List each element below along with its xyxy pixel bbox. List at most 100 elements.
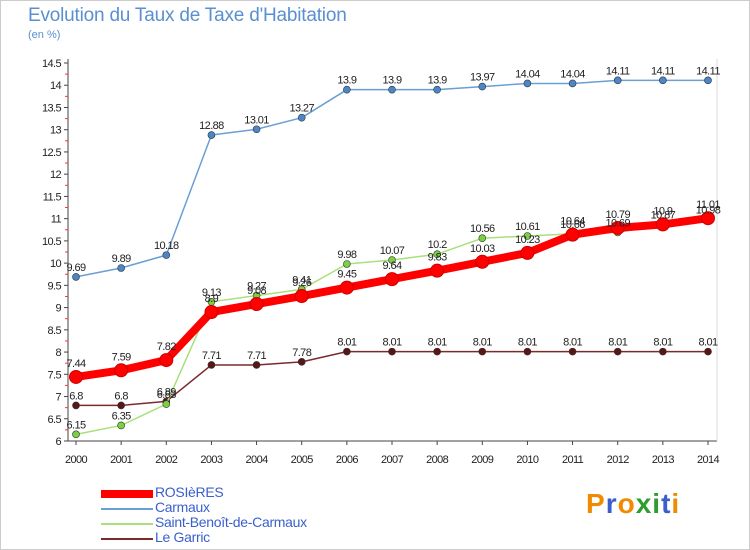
- x-tick-label: 2000: [65, 454, 88, 466]
- data-label-carmaux: 10.18: [154, 240, 179, 252]
- legend-swatch-carmaux: [101, 507, 153, 510]
- series-point-carmaux: [613, 76, 622, 85]
- data-label-carmaux: 13.97: [470, 72, 495, 84]
- data-label-le-garric: 8.01: [518, 337, 537, 349]
- y-tick-label: 9: [55, 303, 61, 315]
- data-label-carmaux: 12.88: [199, 120, 224, 132]
- series-point-carmaux: [252, 125, 261, 134]
- y-tick-label: 6: [55, 436, 61, 448]
- data-label-rosieres: 7.82: [157, 341, 176, 353]
- data-label-saint-benoit: 6.35: [112, 410, 131, 422]
- series-point-rosieres: [520, 245, 535, 260]
- data-label-rosieres: 11.01: [696, 199, 720, 211]
- series-point-saint-benoit: [478, 234, 487, 243]
- data-label-rosieres: 9.83: [428, 252, 447, 264]
- x-tick-label: 2014: [697, 454, 720, 466]
- series-point-carmaux: [478, 82, 487, 91]
- data-label-saint-benoit: 10.69: [605, 217, 630, 229]
- y-tick-label: 10.5: [42, 236, 61, 248]
- data-label-le-garric: 8.01: [608, 337, 627, 349]
- data-label-rosieres: 8.9: [205, 293, 219, 305]
- data-label-rosieres: 10.9: [653, 205, 672, 217]
- series-point-le-garric: [659, 347, 667, 356]
- series-point-le-garric: [343, 347, 351, 356]
- legend-label-le-garric: Le Garric: [155, 529, 210, 545]
- data-label-saint-benoit: 10.98: [696, 205, 721, 217]
- series-point-rosieres: [701, 211, 715, 226]
- x-tick-label: 2008: [426, 454, 449, 466]
- y-tick-label: 14.5: [42, 58, 61, 70]
- series-point-le-garric: [704, 347, 712, 356]
- series-point-carmaux: [433, 85, 441, 94]
- x-tick-label: 2009: [471, 454, 494, 466]
- chart-title: Evolution du Taux de Taxe d'Habitation: [28, 5, 347, 26]
- x-tick-label: 2005: [291, 454, 314, 466]
- data-label-saint-benoit: 6.15: [66, 419, 85, 431]
- data-label-le-garric: 8.01: [563, 337, 582, 349]
- watermark-letter: i: [671, 488, 681, 519]
- series-point-carmaux: [388, 85, 396, 94]
- y-tick-label: 13: [50, 125, 62, 137]
- data-label-rosieres: 10.64: [560, 216, 585, 228]
- data-label-le-garric: 6.8: [69, 390, 83, 402]
- series-point-carmaux: [117, 264, 125, 272]
- series-point-rosieres: [339, 280, 354, 295]
- series-point-carmaux: [659, 76, 667, 85]
- data-label-carmaux: 13.9: [382, 75, 401, 87]
- data-label-carmaux: 13.9: [337, 75, 356, 87]
- data-label-saint-benoit: 10.66: [560, 219, 585, 231]
- series-point-rosieres: [159, 353, 174, 368]
- watermark-letter: x: [635, 488, 653, 519]
- series-point-carmaux: [207, 131, 216, 139]
- data-label-carmaux: 13.27: [289, 103, 314, 115]
- series-point-rosieres: [430, 263, 445, 278]
- data-label-rosieres: 9.64: [382, 260, 401, 272]
- series-point-le-garric: [478, 347, 487, 356]
- series-point-le-garric: [388, 347, 396, 356]
- x-tick-label: 2012: [607, 454, 630, 466]
- data-label-le-garric: 7.71: [202, 350, 221, 362]
- series-point-rosieres: [385, 272, 399, 287]
- data-label-saint-benoit: 9.13: [202, 287, 221, 299]
- y-tick-label: 14: [50, 80, 62, 92]
- data-label-carmaux: 9.89: [112, 253, 131, 265]
- x-tick-label: 2001: [110, 454, 133, 466]
- data-label-saint-benoit: 10.61: [515, 221, 540, 233]
- watermark-letter: i: [652, 488, 662, 519]
- x-tick-label: 2010: [516, 454, 539, 466]
- data-label-le-garric: 8.01: [337, 337, 356, 349]
- series-point-carmaux: [704, 76, 712, 85]
- series-point-rosieres: [69, 369, 83, 384]
- data-label-rosieres: 9.26: [292, 277, 311, 289]
- y-tick-label: 11.5: [43, 191, 62, 203]
- series-point-rosieres: [565, 227, 580, 242]
- data-label-saint-benoit: 9.98: [337, 249, 356, 261]
- series-point-saint-benoit: [72, 430, 80, 439]
- data-label-le-garric: 8.01: [382, 337, 401, 349]
- y-tick-label: 11: [51, 214, 62, 226]
- data-label-rosieres: 7.59: [112, 351, 131, 363]
- series-point-le-garric: [297, 358, 306, 366]
- y-tick-label: 12: [50, 169, 62, 181]
- x-tick-label: 2002: [155, 454, 178, 466]
- watermark-letter: r: [605, 488, 618, 519]
- legend-label-saint-benoit: Saint-Benoît-de-Carmaux: [155, 514, 307, 530]
- series-point-saint-benoit: [117, 421, 125, 430]
- series-point-rosieres: [475, 254, 490, 269]
- x-tick-label: 2013: [652, 454, 675, 466]
- data-label-rosieres: 7.44: [66, 358, 85, 370]
- legend-label-carmaux: Carmaux: [155, 499, 210, 515]
- y-tick-label: 6.5: [48, 414, 62, 426]
- data-label-carmaux: 14.04: [515, 68, 540, 80]
- series-point-rosieres: [610, 220, 625, 235]
- data-label-le-garric: 6.89: [157, 386, 176, 398]
- series-point-rosieres: [655, 217, 670, 232]
- data-label-rosieres: 10.23: [515, 234, 540, 246]
- data-label-le-garric: 6.8: [114, 390, 128, 402]
- data-label-saint-benoit: 9.41: [292, 274, 311, 286]
- y-tick-label: 7.5: [48, 369, 62, 381]
- y-tick-label: 8: [55, 347, 61, 359]
- data-label-rosieres: 9.45: [337, 269, 356, 281]
- watermark-letter: o: [617, 488, 636, 519]
